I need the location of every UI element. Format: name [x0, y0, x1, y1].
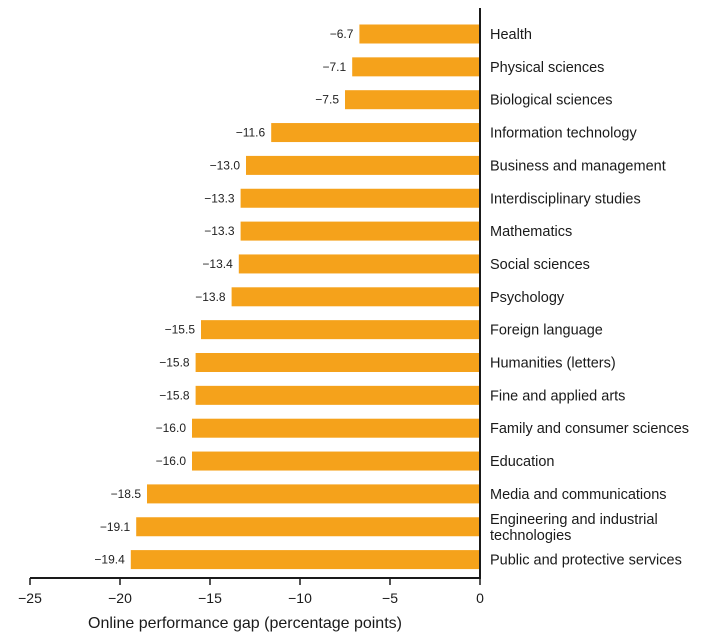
- category-label: Social sciences: [490, 257, 590, 273]
- bar: [136, 517, 480, 537]
- value-label: −15.5: [165, 323, 196, 337]
- value-labels-group: −6.7 −7.1 −7.5 −11.6 −13.0 −13.3 −13.3 −13.4 −13…: [94, 27, 353, 567]
- category-label: Media and communications: [490, 487, 667, 503]
- bar: [246, 155, 480, 175]
- category-label: Family and consumer sciences: [490, 421, 689, 437]
- x-tick-label: −20: [108, 590, 132, 606]
- x-axis-ticks-group: −25 −20 −15 −10 −5 0: [18, 578, 484, 606]
- bar: [192, 418, 480, 438]
- value-label: −16.0: [156, 421, 187, 435]
- value-label: −7.5: [315, 93, 339, 107]
- category-label: Foreign language: [490, 323, 603, 339]
- category-label: Physical sciences: [490, 60, 604, 76]
- category-label: Public and protective services: [490, 553, 682, 569]
- category-label: Mathematics: [490, 224, 572, 240]
- category-labels-group: Health Physical sciences Biological scienc…: [490, 27, 689, 569]
- value-label: −13.0: [210, 158, 241, 172]
- x-tick-label: −25: [18, 590, 42, 606]
- bar: [231, 287, 480, 307]
- value-label: −13.4: [202, 257, 233, 271]
- value-label: −6.7: [330, 27, 354, 41]
- bar: [271, 123, 480, 143]
- bar: [192, 451, 480, 471]
- bar: [352, 57, 480, 77]
- value-label: −15.8: [159, 356, 190, 370]
- bars-group: [130, 24, 481, 570]
- value-label: −13.3: [204, 191, 235, 205]
- category-label: Health: [490, 27, 532, 43]
- value-label: −13.8: [195, 290, 226, 304]
- category-label: Interdisciplinary studies: [490, 191, 641, 207]
- value-label: −19.4: [94, 553, 125, 567]
- value-label: −7.1: [322, 60, 346, 74]
- bar: [240, 188, 480, 208]
- x-tick-label: −5: [382, 590, 398, 606]
- category-label: Biological sciences: [490, 93, 613, 109]
- x-tick-label: −10: [288, 590, 312, 606]
- bar: [195, 385, 480, 405]
- bar: [195, 353, 480, 372]
- value-label: −13.3: [204, 224, 235, 238]
- bar: [201, 320, 480, 340]
- x-axis-title: Online performance gap (percentage point…: [88, 615, 402, 632]
- value-label: −19.1: [100, 520, 131, 534]
- bar: [345, 90, 480, 110]
- bar: [240, 221, 480, 241]
- bar: [238, 254, 480, 274]
- value-label: −16.0: [156, 454, 187, 468]
- x-tick-label: −15: [198, 590, 222, 606]
- value-label: −11.6: [236, 126, 266, 140]
- category-label: Engineering and industrial technologies: [490, 512, 658, 544]
- bar: [147, 484, 480, 504]
- value-label: −18.5: [111, 487, 142, 501]
- category-label: Humanities (letters): [490, 356, 616, 372]
- bar: [359, 24, 480, 44]
- category-label: Business and management: [490, 158, 666, 174]
- category-label: Psychology: [490, 290, 565, 306]
- x-tick-label: 0: [476, 590, 484, 606]
- category-label: Education: [490, 454, 555, 470]
- category-label: Information technology: [490, 126, 637, 142]
- value-label: −15.8: [159, 388, 190, 402]
- bar: [130, 550, 481, 570]
- category-label: Fine and applied arts: [490, 388, 625, 404]
